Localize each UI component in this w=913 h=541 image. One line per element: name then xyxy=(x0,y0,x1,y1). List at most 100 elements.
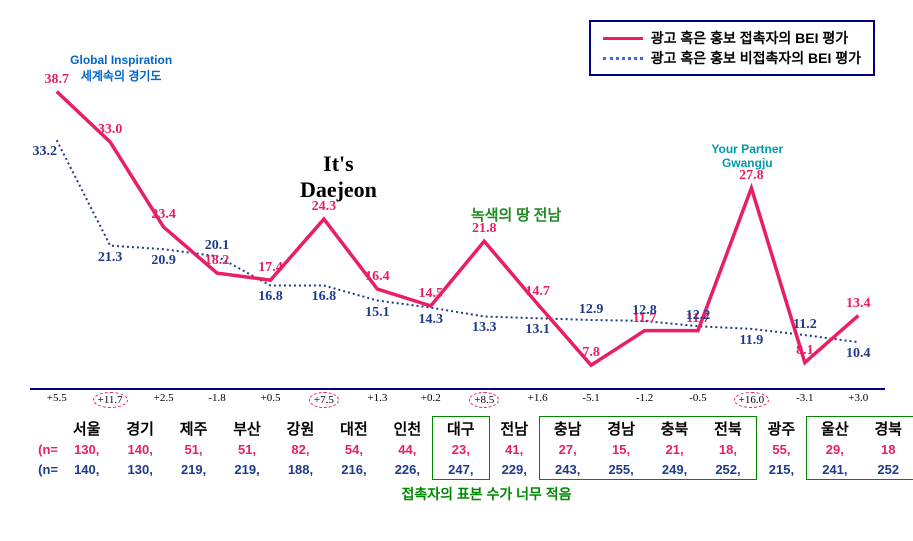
blue-value-label: 15.1 xyxy=(365,305,390,321)
pink-value-label: 14.5 xyxy=(419,286,444,302)
diff-value: -5.1 xyxy=(564,392,617,408)
n-prefix: (n= xyxy=(30,442,60,457)
category-label: 강원 xyxy=(274,418,327,439)
diff-value: +0.2 xyxy=(404,392,457,408)
category-label: 인천 xyxy=(381,418,434,439)
n-value: 21, xyxy=(648,442,701,457)
category-label: 서울 xyxy=(60,418,113,439)
legend-swatch-pink xyxy=(603,37,643,40)
diff-circled: +11.7 xyxy=(93,392,128,408)
diff-value: +8.5 xyxy=(458,392,511,408)
blue-value-label: 20.1 xyxy=(205,238,230,254)
diff-value: +3.0 xyxy=(832,392,885,408)
legend-item-contacted: 광고 혹은 홍보 접촉자의 BEI 평가 xyxy=(603,28,861,48)
category-label: 경기 xyxy=(113,418,166,439)
blue-value-label: 10.4 xyxy=(846,346,871,362)
legend-swatch-blue xyxy=(603,57,643,60)
n-value: 255, xyxy=(594,462,647,477)
category-label: 경남 xyxy=(594,418,647,439)
category-label: 광주 xyxy=(755,418,808,439)
blue-value-label: 12.9 xyxy=(579,302,604,318)
n-value: 18 xyxy=(862,442,913,457)
n-value: 216, xyxy=(327,462,380,477)
pink-value-label: 17.4 xyxy=(258,260,283,276)
slogan-gyeonggi: Global Inspiration세계속의 경기도 xyxy=(70,53,172,84)
category-label: 경북 xyxy=(862,418,913,439)
legend: 광고 혹은 홍보 접촉자의 BEI 평가 광고 혹은 홍보 비접촉자의 BEI … xyxy=(589,20,875,76)
diff-value: -1.8 xyxy=(190,392,243,408)
diff-value: +5.5 xyxy=(30,392,83,408)
diff-value: +2.5 xyxy=(137,392,190,408)
diff-value: -0.5 xyxy=(671,392,724,408)
footnote: 접촉자의 표본 수가 너무 적음 xyxy=(30,484,913,504)
n-value: 44, xyxy=(381,442,434,457)
n-value: 130, xyxy=(113,462,166,477)
x-axis xyxy=(30,388,885,390)
n-value: 27, xyxy=(541,442,594,457)
n-value: 23, xyxy=(434,442,487,457)
legend-item-noncontacted: 광고 혹은 홍보 비접촉자의 BEI 평가 xyxy=(603,48,861,68)
slogan-gwangju: Your PartnerGwangju xyxy=(711,142,783,170)
pink-value-label: 13.4 xyxy=(846,296,871,312)
bei-chart: 광고 혹은 홍보 접촉자의 BEI 평가 광고 혹은 홍보 비접촉자의 BEI … xyxy=(30,20,885,520)
n-contacted-row: (n= 130,140,51,51,82,54,44,23,41,27,15,2… xyxy=(30,442,913,457)
pink-value-label: 8.1 xyxy=(796,343,814,359)
n-value: 29, xyxy=(808,442,861,457)
n-value: 252, xyxy=(701,462,754,477)
blue-value-label: 16.8 xyxy=(312,289,337,305)
diff-row: +5.5+11.7+2.5-1.8+0.5+7.5+1.3+0.2+8.5+1.… xyxy=(30,392,885,408)
blue-value-label: 12.8 xyxy=(632,303,657,319)
n-value: 51, xyxy=(167,442,220,457)
pink-value-label: 18.2 xyxy=(205,253,230,269)
pink-value-label: 7.8 xyxy=(582,345,600,361)
category-label: 전남 xyxy=(488,418,541,439)
category-label: 제주 xyxy=(167,418,220,439)
n-value: 140, xyxy=(113,442,166,457)
slogan-daejeon: It'sDaejeon xyxy=(300,151,377,203)
diff-value: +0.5 xyxy=(244,392,297,408)
n-value: 18, xyxy=(701,442,754,457)
category-label: 충북 xyxy=(648,418,701,439)
diff-circled: +8.5 xyxy=(469,392,499,408)
pink-value-label: 27.8 xyxy=(739,168,764,184)
n-value: 140, xyxy=(60,462,113,477)
n-value: 243, xyxy=(541,462,594,477)
blue-value-label: 16.8 xyxy=(258,289,283,305)
blue-value-label: 20.9 xyxy=(151,253,176,269)
n-value: 55, xyxy=(755,442,808,457)
n-value: 51, xyxy=(220,442,273,457)
diff-circled: +16.0 xyxy=(734,392,769,408)
pink-value-label: 14.7 xyxy=(525,284,550,300)
category-labels: 서울경기제주부산강원대전인천대구전남충남경남충북전북광주울산경북 xyxy=(60,418,913,439)
n-pink-cells: 130,140,51,51,82,54,44,23,41,27,15,21,18… xyxy=(60,442,913,457)
blue-value-label: 11.9 xyxy=(740,333,764,349)
n-value: 241, xyxy=(808,462,861,477)
category-label: 부산 xyxy=(220,418,273,439)
blue-value-label: 21.3 xyxy=(98,250,123,266)
category-label: 전북 xyxy=(701,418,754,439)
category-label: 울산 xyxy=(808,418,861,439)
n-value: 219, xyxy=(220,462,273,477)
diff-value: +11.7 xyxy=(83,392,136,408)
slogan-jeonnam: 녹색의 땅 전남 xyxy=(471,204,561,225)
diff-value: -1.2 xyxy=(618,392,671,408)
n-value: 219, xyxy=(167,462,220,477)
n-blue-cells: 140,130,219,219,188,216,226,247,229,243,… xyxy=(60,462,913,477)
diff-value: +1.3 xyxy=(351,392,404,408)
n-value: 215, xyxy=(755,462,808,477)
pink-value-label: 23.4 xyxy=(151,207,176,223)
blue-value-label: 11.2 xyxy=(793,317,817,333)
category-label: 대구 xyxy=(434,418,487,439)
n-value: 54, xyxy=(327,442,380,457)
blue-value-label: 13.3 xyxy=(472,320,497,336)
blue-value-label: 13.1 xyxy=(525,322,550,338)
n-value: 41, xyxy=(488,442,541,457)
diff-value: +1.6 xyxy=(511,392,564,408)
pink-value-label: 33.0 xyxy=(98,122,123,138)
n-value: 252 xyxy=(862,462,913,477)
n-value: 249, xyxy=(648,462,701,477)
n-noncontacted-row: (n= 140,130,219,219,188,216,226,247,229,… xyxy=(30,462,913,477)
blue-value-label: 33.2 xyxy=(32,144,57,160)
n-value: 82, xyxy=(274,442,327,457)
n-prefix: (n= xyxy=(30,462,60,477)
